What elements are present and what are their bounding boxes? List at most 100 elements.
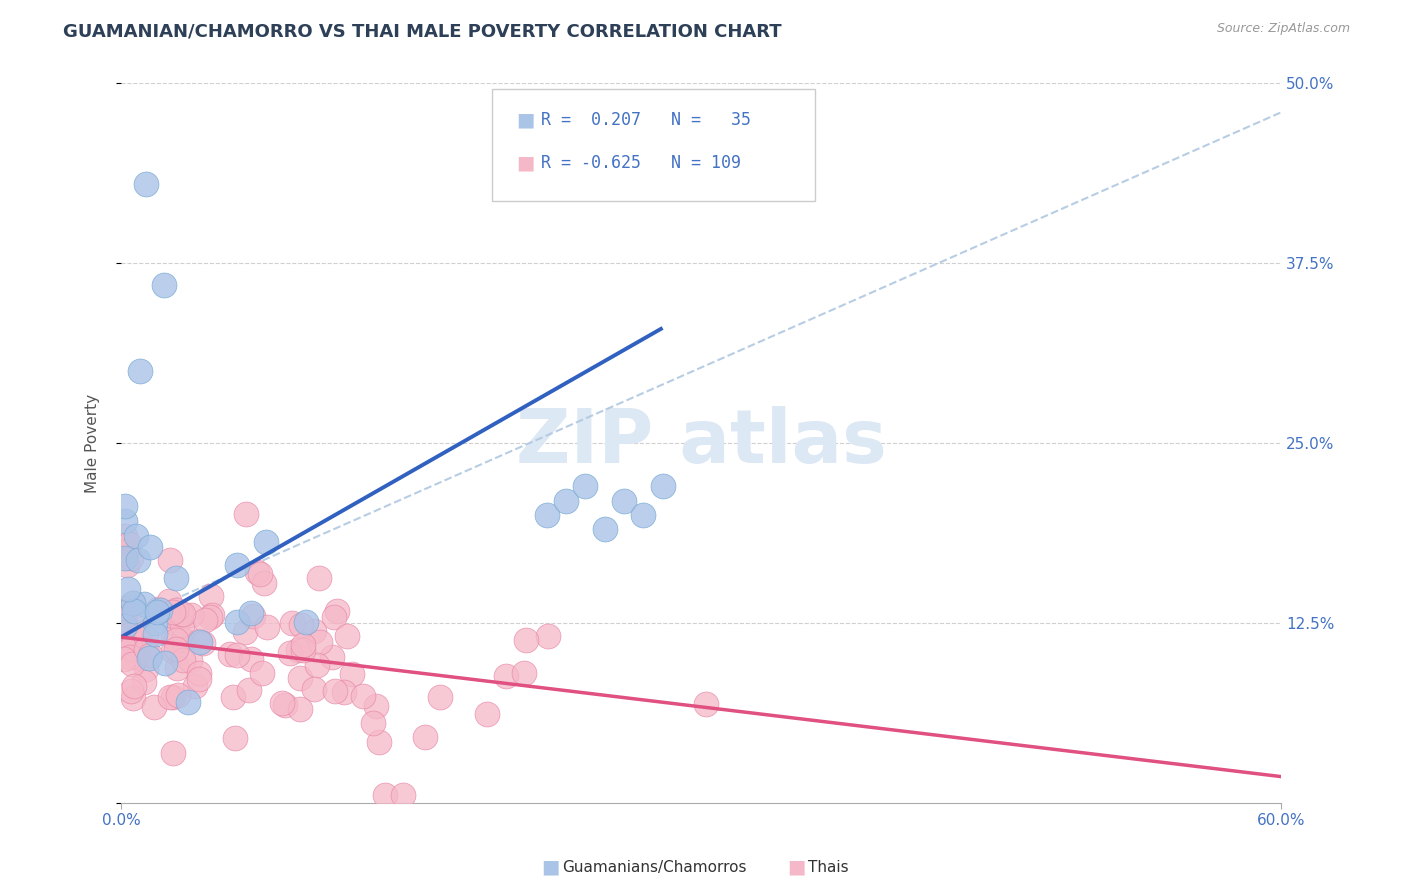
Point bbox=[152, 277, 174, 292]
Point bbox=[321, 649, 343, 664]
Point bbox=[226, 558, 249, 572]
Point bbox=[162, 747, 184, 761]
Point bbox=[165, 632, 187, 647]
Point bbox=[200, 607, 222, 622]
Point bbox=[253, 576, 276, 591]
Point bbox=[288, 671, 311, 685]
Text: Thais: Thais bbox=[808, 860, 849, 874]
Point bbox=[222, 690, 245, 704]
Point bbox=[170, 618, 193, 632]
Point bbox=[513, 665, 536, 680]
Point bbox=[139, 540, 162, 554]
Point bbox=[191, 636, 214, 650]
Point bbox=[537, 629, 560, 643]
Text: ■: ■ bbox=[541, 857, 560, 877]
Point bbox=[166, 661, 188, 675]
Text: Source: ZipAtlas.com: Source: ZipAtlas.com bbox=[1216, 22, 1350, 36]
Point bbox=[129, 364, 152, 378]
Point bbox=[180, 608, 202, 623]
Point bbox=[139, 648, 162, 662]
Point bbox=[170, 607, 193, 621]
Point bbox=[413, 730, 436, 744]
Point bbox=[115, 544, 138, 558]
Point bbox=[122, 595, 145, 609]
Point bbox=[112, 601, 135, 615]
Point bbox=[366, 699, 388, 714]
Point bbox=[281, 615, 304, 630]
Point bbox=[515, 632, 537, 647]
Point bbox=[114, 618, 136, 632]
Point bbox=[367, 734, 389, 748]
Point bbox=[135, 662, 157, 676]
Point bbox=[392, 789, 415, 803]
Point bbox=[495, 669, 517, 683]
Point bbox=[155, 656, 177, 670]
Point bbox=[235, 508, 257, 522]
Point bbox=[135, 177, 157, 191]
Point bbox=[127, 630, 149, 644]
Point bbox=[118, 536, 141, 550]
Point bbox=[179, 653, 201, 667]
Point bbox=[429, 690, 451, 705]
Text: Guamanians/Chamorros: Guamanians/Chamorros bbox=[562, 860, 747, 874]
Point bbox=[233, 625, 256, 640]
Point bbox=[290, 618, 312, 632]
Text: ■: ■ bbox=[787, 857, 806, 877]
Point bbox=[177, 694, 200, 708]
Point bbox=[146, 605, 169, 619]
Point bbox=[273, 698, 295, 712]
Point bbox=[224, 731, 246, 745]
Point bbox=[114, 529, 136, 543]
Point bbox=[323, 684, 346, 698]
Point bbox=[112, 652, 135, 666]
Point bbox=[125, 616, 148, 631]
Point bbox=[138, 650, 160, 665]
Point bbox=[122, 604, 145, 618]
Point bbox=[120, 640, 142, 655]
Point bbox=[156, 608, 179, 623]
Point bbox=[122, 679, 145, 693]
Point bbox=[112, 612, 135, 626]
Point bbox=[292, 638, 315, 652]
Point bbox=[554, 493, 576, 508]
Point bbox=[127, 553, 149, 567]
Point bbox=[162, 690, 184, 705]
Point bbox=[363, 716, 385, 731]
Point bbox=[325, 604, 347, 618]
Point bbox=[302, 624, 325, 638]
Point bbox=[200, 589, 222, 603]
Point bbox=[188, 672, 211, 686]
Point bbox=[148, 602, 170, 616]
Point bbox=[172, 607, 194, 621]
Point bbox=[249, 567, 271, 582]
Text: GUAMANIAN/CHAMORRO VS THAI MALE POVERTY CORRELATION CHART: GUAMANIAN/CHAMORRO VS THAI MALE POVERTY … bbox=[63, 22, 782, 40]
Point bbox=[114, 500, 136, 514]
Point bbox=[633, 508, 655, 522]
Point bbox=[159, 690, 181, 705]
Point bbox=[165, 603, 187, 617]
Point bbox=[187, 633, 209, 648]
Point bbox=[112, 637, 135, 651]
Point bbox=[239, 606, 262, 620]
Point bbox=[134, 675, 156, 690]
Point bbox=[308, 571, 330, 585]
Point bbox=[593, 522, 616, 536]
Point bbox=[115, 558, 138, 573]
Point bbox=[219, 647, 242, 661]
Point bbox=[613, 493, 636, 508]
Point bbox=[188, 635, 211, 649]
Point bbox=[245, 565, 267, 579]
Point bbox=[118, 649, 141, 664]
Point bbox=[198, 610, 221, 624]
Point bbox=[162, 606, 184, 620]
Point bbox=[309, 634, 332, 648]
Point bbox=[188, 665, 211, 680]
Point bbox=[651, 479, 673, 493]
Point bbox=[118, 628, 141, 642]
Point bbox=[695, 697, 717, 711]
Y-axis label: Male Poverty: Male Poverty bbox=[86, 393, 100, 492]
Point bbox=[242, 609, 264, 624]
Point bbox=[291, 643, 314, 657]
Point bbox=[305, 658, 328, 673]
Text: ■: ■ bbox=[516, 111, 534, 130]
